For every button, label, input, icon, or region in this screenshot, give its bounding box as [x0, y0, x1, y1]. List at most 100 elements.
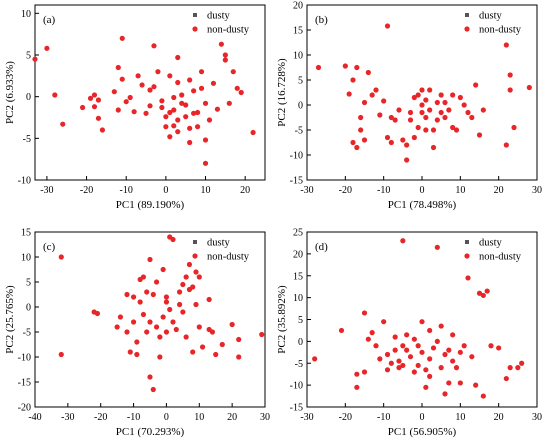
data-point: [419, 102, 425, 108]
data-point: [259, 331, 265, 338]
data-point: [236, 336, 242, 343]
data-point: [450, 92, 456, 98]
data-point: [160, 314, 166, 320]
data-point: [503, 42, 509, 48]
data-point: [180, 309, 186, 315]
data-point: [419, 87, 425, 93]
data-point: [434, 117, 440, 123]
data-point: [180, 281, 186, 288]
data-point: [179, 100, 185, 106]
data-point: [446, 347, 452, 353]
legend-label: dusty: [479, 238, 503, 249]
data-point: [196, 274, 202, 280]
data-point: [134, 351, 140, 358]
data-point: [411, 134, 417, 141]
data-point: [400, 343, 406, 349]
data-point: [461, 102, 467, 108]
y-axis-label: PC2 (35.892%): [276, 285, 288, 354]
data-point: [190, 349, 196, 355]
data-point: [60, 121, 66, 127]
data-point: [147, 319, 153, 325]
y-tick-label: 25: [293, 228, 303, 239]
data-point: [213, 351, 219, 358]
data-point: [147, 87, 153, 93]
data-point: [153, 279, 160, 285]
y-tick-label: 0: [26, 303, 31, 314]
data-point: [167, 109, 173, 116]
data-point: [392, 117, 398, 123]
x-tick-label: 10: [455, 185, 465, 196]
data-point: [350, 139, 356, 146]
x-tick-label: 10: [194, 412, 204, 423]
data-point: [32, 56, 38, 62]
data-point: [427, 107, 433, 113]
y-tick-label: 15: [293, 271, 303, 282]
data-point: [407, 354, 414, 360]
data-point: [193, 301, 199, 308]
data-point: [176, 301, 183, 308]
y-tick-label: 15: [293, 26, 303, 37]
data-point: [346, 91, 352, 97]
legend-label: non-dusty: [207, 252, 250, 263]
data-point: [194, 109, 201, 116]
y-tick-label: 10: [293, 293, 303, 304]
legend-label: dusty: [207, 238, 231, 249]
data-point: [361, 369, 368, 375]
data-point: [469, 114, 475, 121]
data-point: [95, 115, 102, 121]
legend-label: dusty: [207, 11, 231, 22]
data-point: [450, 124, 456, 131]
data-point: [411, 94, 417, 101]
data-point: [175, 117, 181, 123]
data-point: [183, 114, 189, 120]
y-tick-label: -5: [295, 359, 303, 370]
data-point: [350, 77, 356, 83]
legend: dusty non-dusty: [192, 238, 250, 263]
data-point: [415, 124, 421, 131]
x-tick-label: -10: [120, 185, 133, 196]
data-point: [236, 354, 242, 360]
x-tick-label: 20: [227, 412, 237, 423]
data-point: [488, 343, 494, 349]
data-point: [179, 92, 185, 98]
data-point: [210, 80, 217, 86]
data-point: [214, 106, 221, 112]
data-point: [147, 256, 153, 263]
data-point: [151, 84, 157, 90]
data-point: [473, 82, 479, 88]
data-point: [365, 69, 371, 76]
legend: dusty non-dusty: [464, 238, 522, 263]
data-point: [137, 299, 143, 305]
x-axis-label: PC1 (78.498%): [388, 199, 457, 211]
data-point: [427, 373, 433, 379]
data-point: [354, 64, 360, 71]
y-tick-label: 20: [293, 249, 303, 260]
y-tick-label: 10: [21, 253, 31, 264]
x-tick-label: -30: [40, 185, 53, 196]
data-point: [392, 347, 398, 353]
data-point: [423, 384, 429, 390]
data-point: [519, 360, 525, 366]
data-point: [480, 292, 486, 299]
data-point: [358, 127, 364, 133]
data-point: [151, 43, 157, 49]
data-point: [167, 306, 173, 313]
data-point: [384, 367, 391, 373]
x-tick-label: 10: [201, 185, 211, 196]
data-point: [58, 351, 64, 358]
data-point: [442, 114, 448, 121]
panel-3: -40 -30 -20 -10 0 10 20 30 -20 -15 -10 -5 0 5 10 15 PC1 …: [4, 228, 270, 439]
y-tick-label: -5: [23, 134, 31, 145]
data-point: [423, 127, 429, 133]
data-point: [442, 351, 448, 358]
data-point: [404, 142, 410, 148]
data-point: [198, 69, 205, 75]
data-point: [144, 329, 150, 335]
data-point: [400, 238, 406, 244]
data-point: [155, 69, 161, 75]
data-point: [170, 319, 176, 325]
data-point: [171, 123, 177, 129]
data-point: [157, 354, 163, 360]
x-tick-label: 0: [163, 185, 168, 196]
data-point: [226, 100, 232, 106]
